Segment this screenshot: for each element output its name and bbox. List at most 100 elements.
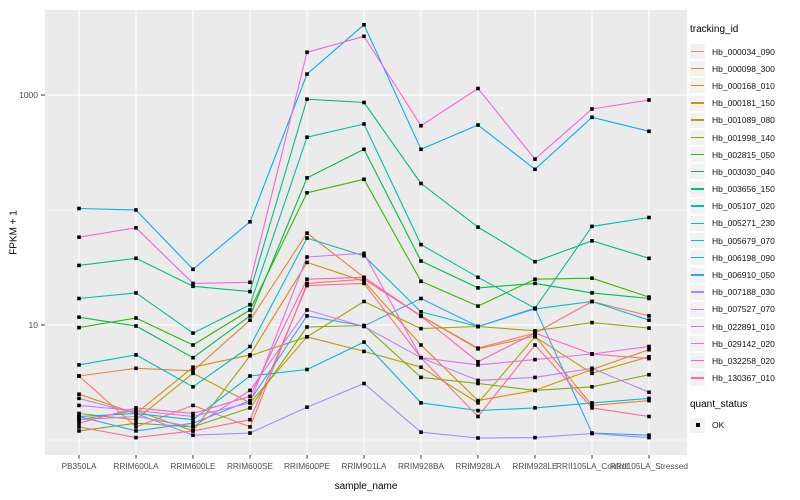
legend-item-Hb_001089_080: Hb_001089_080 <box>690 112 798 129</box>
data-point <box>362 279 366 284</box>
legend-label: Hb_029142_020 <box>712 338 775 349</box>
data-point <box>77 392 81 396</box>
data-point <box>647 414 651 419</box>
legend-label-ok: OK <box>712 420 725 431</box>
data-point <box>191 284 195 289</box>
data-point <box>419 181 423 186</box>
data-point <box>647 356 651 361</box>
y-tick-label: 1000 <box>19 90 38 100</box>
legend-item-Hb_000098_300: Hb_000098_300 <box>690 60 798 77</box>
legend-line-icon <box>691 85 704 87</box>
legend-key-swatch <box>690 250 705 266</box>
legend-label: Hb_006198_090 <box>712 252 775 263</box>
data-point <box>248 401 252 405</box>
data-point <box>476 381 480 386</box>
data-point <box>191 355 195 360</box>
data-point <box>647 435 651 440</box>
data-point <box>248 431 252 435</box>
legend-line-icon <box>691 119 704 121</box>
legend-key-swatch <box>690 319 705 335</box>
data-point <box>590 406 594 410</box>
legend-items: Hb_000034_090 Hb_000098_300 Hb_000168_010 H… <box>690 43 798 387</box>
data-point <box>476 414 480 419</box>
legend-line-icon <box>691 153 704 156</box>
legend-key-swatch <box>690 215 705 231</box>
legend-line-icon <box>691 256 704 259</box>
data-point <box>419 375 423 380</box>
legend-key-swatch <box>690 233 705 249</box>
data-point <box>590 352 594 356</box>
y-axis-title: FPKM + 1 <box>8 210 20 255</box>
data-point <box>305 231 309 235</box>
data-point <box>590 276 594 280</box>
legend-line-icon <box>691 291 704 293</box>
legend-key-swatch <box>690 147 705 163</box>
data-point <box>590 299 594 304</box>
legend-label: Hb_130367_010 <box>712 373 775 384</box>
data-point <box>191 385 195 389</box>
data-point <box>590 366 594 371</box>
legend-item-Hb_003656_150: Hb_003656_150 <box>690 181 798 198</box>
x-tick-label: RRIM928LE <box>512 461 558 471</box>
data-point <box>77 417 81 422</box>
legend-label: Hb_006910_050 <box>712 270 775 281</box>
legend-label: Hb_001998_140 <box>712 132 775 143</box>
data-point <box>419 242 423 247</box>
legend-line-icon <box>691 171 704 173</box>
data-point <box>419 355 423 360</box>
data-point <box>590 403 594 408</box>
data-point <box>248 374 252 378</box>
data-point <box>191 411 195 416</box>
legend-line-icon <box>691 102 704 104</box>
data-point <box>134 324 138 328</box>
data-point <box>647 433 651 437</box>
legend-label: Hb_007188_030 <box>712 287 775 298</box>
data-point <box>419 296 423 301</box>
legend-key-swatch <box>690 130 705 146</box>
data-point <box>191 403 195 408</box>
legend-label: Hb_003030_040 <box>712 166 775 177</box>
data-point <box>533 406 537 410</box>
data-point <box>419 259 423 263</box>
data-point <box>305 325 309 329</box>
data-point <box>305 260 309 265</box>
legend-key-swatch <box>690 301 705 317</box>
data-point <box>134 291 138 295</box>
data-point <box>476 324 480 329</box>
data-point <box>77 235 81 239</box>
legend-line-icon <box>691 67 704 70</box>
data-point <box>362 100 366 105</box>
data-point <box>362 177 366 182</box>
data-point <box>362 147 366 152</box>
data-point <box>476 86 480 91</box>
data-point <box>647 354 651 359</box>
data-point <box>647 326 651 330</box>
data-point <box>362 324 366 329</box>
data-point <box>533 331 537 335</box>
legend-item-Hb_029142_020: Hb_029142_020 <box>690 335 798 352</box>
legend-key-swatch <box>690 78 705 94</box>
data-point <box>419 326 423 331</box>
data-point <box>647 314 651 318</box>
data-point <box>134 429 138 433</box>
data-point <box>305 281 309 286</box>
legend-title-quant-status: quant_status <box>690 398 748 410</box>
legend-title-tracking-id: tracking_id <box>690 24 739 35</box>
data-point <box>533 281 537 286</box>
data-point <box>77 325 81 330</box>
data-point <box>476 363 480 367</box>
data-point <box>191 267 195 272</box>
data-point <box>419 365 423 369</box>
data-point <box>647 318 651 322</box>
data-point <box>134 408 138 413</box>
data-point <box>362 23 366 27</box>
legend-item-Hb_022891_010: Hb_022891_010 <box>690 318 798 335</box>
data-point <box>77 374 81 378</box>
data-point <box>77 403 81 408</box>
legend-key-swatch <box>690 61 705 77</box>
data-point <box>647 296 651 301</box>
legend-label: Hb_005271_230 <box>712 218 775 229</box>
data-point <box>476 398 480 403</box>
data-point <box>305 191 309 195</box>
